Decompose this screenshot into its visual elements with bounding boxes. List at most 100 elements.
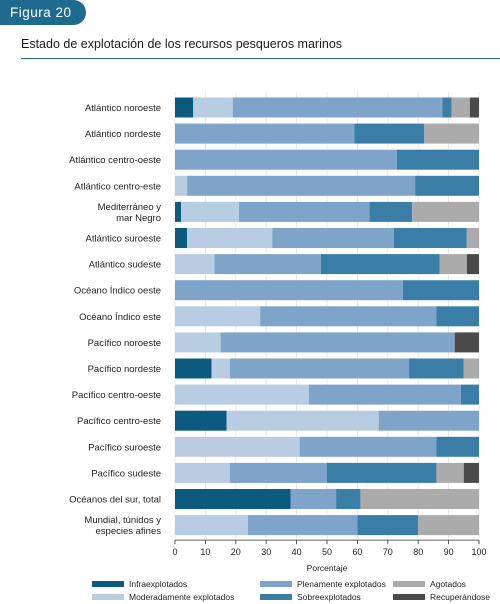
bar-segment <box>247 515 358 536</box>
bar-segment <box>175 515 248 536</box>
bar-segment <box>175 97 194 118</box>
bar-segment <box>409 358 464 379</box>
bar-segment <box>193 97 233 118</box>
category-label: Atlántico centro-oeste <box>69 155 161 166</box>
bar-segment <box>439 254 467 275</box>
x-axis-title: Porcentaje <box>307 563 348 573</box>
bar-segment <box>175 410 227 431</box>
bar-segment <box>175 149 397 170</box>
category-label: Mundial, túnidos y especies afines <box>84 515 161 537</box>
bar-segment <box>412 201 479 222</box>
chart-title: Estado de explotación de los recursos pe… <box>21 37 343 51</box>
bar-segment <box>181 201 239 222</box>
legend-swatch <box>260 581 292 587</box>
x-tick-label: 30 <box>261 547 271 557</box>
bar-segment <box>436 462 464 483</box>
x-tick-label: 0 <box>172 547 177 557</box>
legend-swatch <box>260 594 292 600</box>
bar-segment <box>187 228 273 248</box>
bar-segment <box>272 228 394 248</box>
legend-swatch <box>92 581 124 587</box>
legend-label: Recuperándose <box>430 592 491 602</box>
bar-segment <box>354 123 425 144</box>
category-label: Pacífico suroeste <box>88 442 161 453</box>
bar-segment <box>299 436 437 457</box>
bar-segment <box>424 123 479 144</box>
category-label: Pacífico nordeste <box>88 364 161 375</box>
bar-segment <box>460 384 479 405</box>
category-label: Atlántico noroeste <box>85 103 161 114</box>
bar-segment <box>463 462 479 483</box>
bar-segment <box>327 462 437 483</box>
legend-label: Agotados <box>430 579 466 589</box>
bar-segment <box>214 254 321 275</box>
bar-segment <box>360 489 479 509</box>
legend-label: Plenamente explotados <box>297 579 386 589</box>
category-label: Pacífico centro-este <box>77 416 161 427</box>
bar-segment <box>393 228 467 248</box>
bar-segment <box>463 358 479 379</box>
legend-swatch <box>393 594 425 600</box>
bar-segment <box>175 123 355 144</box>
x-tick-label: 80 <box>413 547 423 557</box>
title-rule <box>21 58 500 59</box>
x-tick-label: 70 <box>383 547 393 557</box>
category-label: Océano Índico oeste <box>74 286 161 297</box>
legend-label: Moderadamente explotados <box>129 592 235 602</box>
category-label: Pacífico noroeste <box>88 338 161 349</box>
x-tick-label: 100 <box>471 547 486 557</box>
bar-segment <box>175 254 215 275</box>
bar-segment <box>336 489 361 509</box>
category-label: Pacífico sudeste <box>91 468 161 479</box>
category-label: Mediterráneo y mar Negro <box>98 202 162 224</box>
x-tick-label: 90 <box>444 547 454 557</box>
bar-segment <box>436 306 479 327</box>
bar-segment <box>396 149 479 170</box>
x-tick-label: 10 <box>200 547 210 557</box>
bar-segment <box>436 436 479 457</box>
bar-segment <box>175 332 221 353</box>
bar-segment <box>260 306 437 327</box>
bar-segment <box>466 228 479 248</box>
bar-segment <box>442 97 452 118</box>
bar-segment <box>290 489 337 509</box>
bar-segment <box>175 358 212 379</box>
bar-segment <box>229 462 327 483</box>
bar-segment <box>175 489 291 509</box>
bar-segment <box>175 175 188 196</box>
x-tick-label: 60 <box>352 547 362 557</box>
x-tick-label: 40 <box>292 547 302 557</box>
bar-segment <box>175 280 403 301</box>
bar-segment <box>415 175 479 196</box>
category-label: Océanos del sur, total <box>69 495 161 506</box>
legend-label: Infraexplotados <box>129 579 188 589</box>
bar-segment <box>369 201 413 222</box>
bar-segment <box>466 254 479 275</box>
x-tick-label: 50 <box>322 547 332 557</box>
bar-segment <box>226 410 379 431</box>
bar-segment <box>308 384 461 405</box>
category-label: Atlántico centro-este <box>74 181 161 192</box>
figure-label: Figura 20 <box>0 0 86 25</box>
category-label: Atlántico sudeste <box>89 260 161 271</box>
bar-segment <box>403 280 479 301</box>
bar-segment <box>418 515 479 536</box>
bar-segment <box>187 175 416 196</box>
bar-segment <box>454 332 479 353</box>
legend-label: Sobreexplotados <box>297 592 361 602</box>
legend-swatch <box>393 581 425 587</box>
bar-segment <box>232 97 443 118</box>
bar-segment <box>451 97 470 118</box>
bar-segment <box>175 436 300 457</box>
bar-segment <box>238 201 370 222</box>
category-label: Pacífico centro-oeste <box>72 390 161 401</box>
bar-segment <box>357 515 419 536</box>
category-label: Océano Índico este <box>79 312 161 323</box>
bar-segment <box>378 410 479 431</box>
category-label: Atlántico suroeste <box>85 234 161 245</box>
bar-segment <box>211 358 230 379</box>
bar-segment <box>175 306 261 327</box>
bar-segment <box>175 462 230 483</box>
bar-segment <box>320 254 440 275</box>
